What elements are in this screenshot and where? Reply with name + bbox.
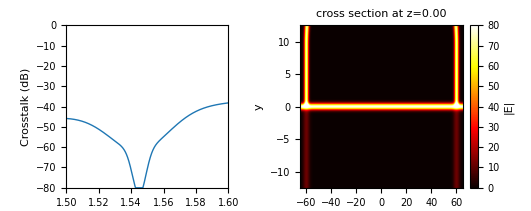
- Y-axis label: |E|: |E|: [503, 99, 513, 114]
- Title: cross section at z=0.00: cross section at z=0.00: [316, 9, 447, 19]
- Y-axis label: Crosstalk (dB): Crosstalk (dB): [21, 68, 31, 146]
- Y-axis label: y: y: [254, 103, 264, 110]
